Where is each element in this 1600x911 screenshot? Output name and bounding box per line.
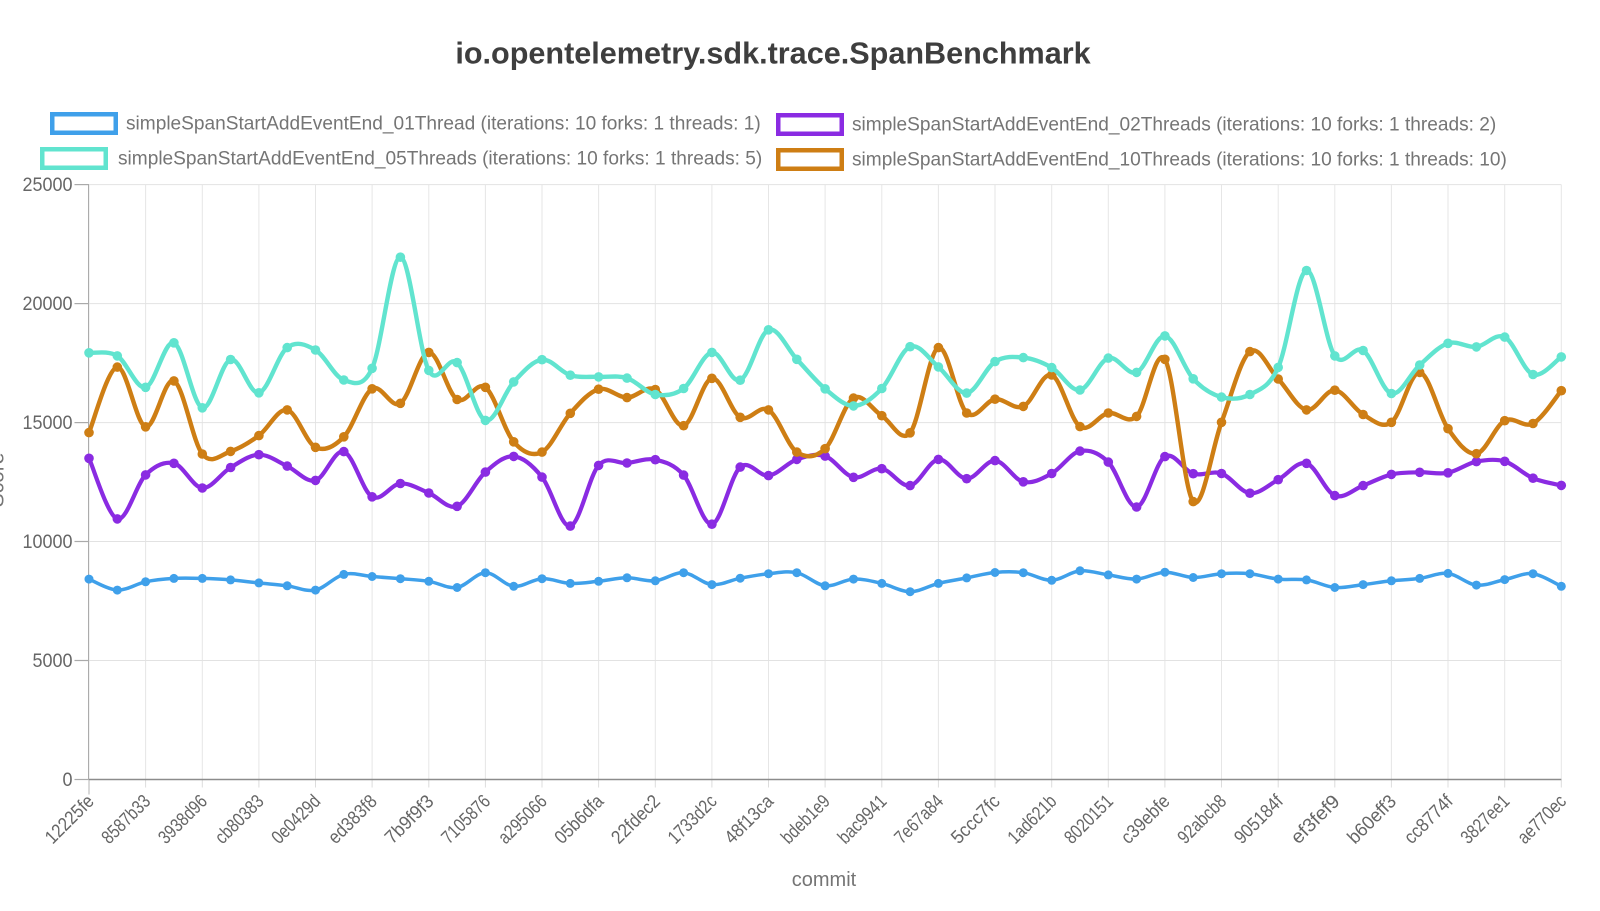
svg-text:20000: 20000	[23, 294, 73, 315]
svg-text:15000: 15000	[23, 413, 73, 434]
svg-text:simpleSpanStartAddEventEnd_05T: simpleSpanStartAddEventEnd_05Threads (it…	[118, 149, 762, 170]
svg-text:simpleSpanStartAddEventEnd_10T: simpleSpanStartAddEventEnd_10Threads (it…	[852, 150, 1507, 171]
svg-text:Score: Score	[0, 453, 9, 508]
svg-text:simpleSpanStartAddEventEnd_02T: simpleSpanStartAddEventEnd_02Threads (it…	[852, 115, 1496, 136]
svg-text:simpleSpanStartAddEventEnd_01T: simpleSpanStartAddEventEnd_01Thread (ite…	[126, 114, 761, 135]
svg-text:io.opentelemetry.sdk.trace.Spa: io.opentelemetry.sdk.trace.SpanBenchmark	[455, 37, 1091, 71]
svg-text:5000: 5000	[33, 651, 73, 672]
svg-text:25000: 25000	[23, 175, 73, 196]
svg-text:10000: 10000	[23, 532, 73, 553]
svg-text:commit: commit	[792, 869, 857, 891]
svg-text:0: 0	[63, 770, 73, 791]
